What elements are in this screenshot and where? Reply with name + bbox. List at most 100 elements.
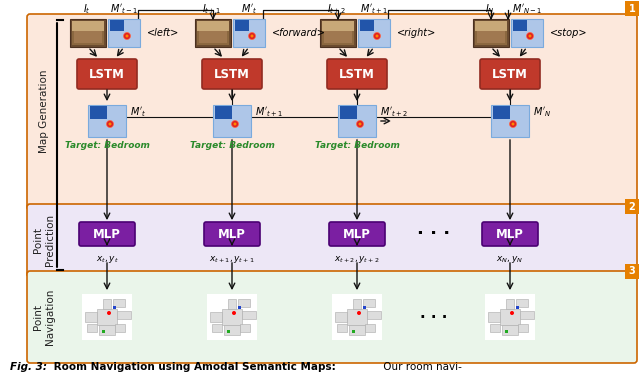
Bar [222,309,242,325]
Bar [70,19,106,47]
Circle shape [510,311,514,315]
Text: <forward>: <forward> [272,28,326,38]
Circle shape [232,311,236,315]
Bar [477,29,505,43]
Circle shape [234,123,237,126]
Text: LSTM: LSTM [492,68,528,81]
Circle shape [509,120,516,128]
Bar [516,306,519,309]
FancyBboxPatch shape [327,59,387,89]
Text: $M'_{t+2}$: $M'_{t+2}$ [380,105,408,119]
Bar [90,106,107,119]
Circle shape [248,32,255,39]
Circle shape [357,311,361,315]
Text: Target: Bedroom: Target: Bedroom [65,141,149,150]
Circle shape [250,34,253,37]
Bar [475,21,507,31]
Bar [506,299,514,309]
Bar [490,324,500,332]
FancyBboxPatch shape [329,222,385,246]
Bar [212,324,222,332]
Bar [365,324,375,332]
Bar [113,299,125,307]
Text: $I_{t}$: $I_{t}$ [83,2,91,16]
Bar [360,20,374,31]
Bar [505,330,508,333]
FancyBboxPatch shape [27,271,637,363]
Bar [113,306,116,309]
Text: Map Generation: Map Generation [39,69,49,153]
Bar [335,312,347,322]
Text: $M'_{t+1}$: $M'_{t+1}$ [255,105,283,119]
FancyBboxPatch shape [482,222,538,246]
Circle shape [124,32,131,39]
Bar [233,19,265,47]
Text: $M'_{t}$: $M'_{t}$ [130,105,147,119]
Bar [108,19,140,47]
Text: $I_{t+1}$: $I_{t+1}$ [202,2,222,16]
Bar [215,106,232,119]
Bar [242,311,256,319]
Text: $I_{t+2}$: $I_{t+2}$ [327,2,347,16]
Bar [213,105,251,137]
Bar [97,309,117,325]
Text: $M'_{N}$: $M'_{N}$ [533,105,551,119]
Text: 3: 3 [628,267,636,277]
Circle shape [527,32,534,39]
Bar [72,21,104,31]
Circle shape [125,34,129,37]
Bar [520,311,534,319]
Bar [88,105,126,137]
Text: MLP: MLP [218,228,246,241]
FancyBboxPatch shape [625,199,639,214]
Bar [199,29,227,43]
Bar [238,306,241,309]
Bar [197,21,229,31]
Text: $M'_{t+1}$: $M'_{t+1}$ [360,2,388,16]
Bar [324,29,352,43]
Bar [322,21,354,45]
Text: Target: Bedroom: Target: Bedroom [189,141,275,150]
Bar [502,325,518,335]
Text: $x_t, y_t$: $x_t, y_t$ [95,254,118,265]
FancyBboxPatch shape [625,264,639,279]
Text: $M'_{t}$: $M'_{t}$ [241,2,257,16]
Bar [117,311,131,319]
FancyBboxPatch shape [79,222,135,246]
Bar [195,19,231,47]
Bar [513,20,527,31]
Text: 2: 2 [628,201,636,212]
Text: Room Navigation using Amodal Semantic Maps:: Room Navigation using Amodal Semantic Ma… [50,362,336,372]
Circle shape [529,34,531,37]
FancyBboxPatch shape [625,1,639,16]
Bar [491,105,529,137]
Text: Point
Navigation: Point Navigation [33,289,55,345]
Bar [228,299,236,309]
Text: LSTM: LSTM [339,68,375,81]
FancyBboxPatch shape [204,222,260,246]
Bar [332,294,382,340]
Bar [518,324,528,332]
Bar [363,306,366,309]
Text: Target: Bedroom: Target: Bedroom [315,141,399,150]
Bar [240,324,250,332]
Circle shape [356,120,364,128]
Bar [516,299,528,307]
Bar [349,325,365,335]
Bar [511,19,543,47]
Bar [322,21,354,31]
Bar [207,294,257,340]
Text: Point
Prediction: Point Prediction [33,214,55,266]
Circle shape [376,34,378,37]
Text: 1: 1 [628,3,636,13]
Text: · · ·: · · · [417,225,450,243]
Text: · · ·: · · · [420,309,447,324]
Bar [500,309,520,325]
Text: LSTM: LSTM [214,68,250,81]
Bar [82,294,132,340]
Text: <right>: <right> [397,28,436,38]
Bar [210,312,222,322]
Bar [338,105,376,137]
Bar [363,299,375,307]
Bar [337,324,347,332]
